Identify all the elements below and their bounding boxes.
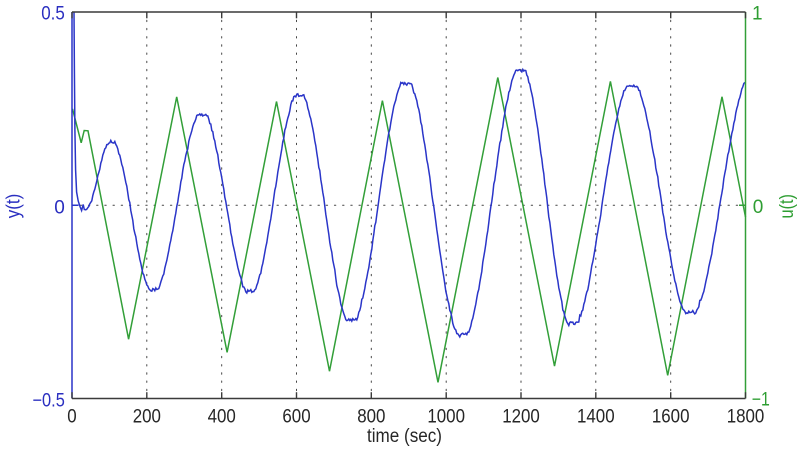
svg-text:time (sec): time (sec) bbox=[367, 426, 442, 447]
svg-text:1800: 1800 bbox=[727, 406, 765, 427]
svg-text:800: 800 bbox=[357, 406, 385, 427]
svg-text:1400: 1400 bbox=[577, 406, 615, 427]
svg-text:u(t): u(t) bbox=[777, 194, 798, 219]
svg-text:1000: 1000 bbox=[427, 406, 465, 427]
svg-text:0: 0 bbox=[67, 406, 76, 427]
svg-text:0.5: 0.5 bbox=[41, 4, 65, 25]
svg-text:−0.5: −0.5 bbox=[33, 390, 65, 411]
svg-text:0: 0 bbox=[54, 197, 65, 218]
svg-text:1600: 1600 bbox=[652, 406, 690, 427]
svg-text:400: 400 bbox=[208, 406, 236, 427]
svg-text:0: 0 bbox=[753, 197, 764, 218]
svg-text:600: 600 bbox=[282, 406, 310, 427]
svg-text:−1: −1 bbox=[752, 390, 770, 411]
svg-text:200: 200 bbox=[133, 406, 161, 427]
svg-text:1200: 1200 bbox=[502, 406, 540, 427]
svg-text:1: 1 bbox=[752, 4, 763, 25]
svg-text:y(t): y(t) bbox=[3, 194, 24, 219]
